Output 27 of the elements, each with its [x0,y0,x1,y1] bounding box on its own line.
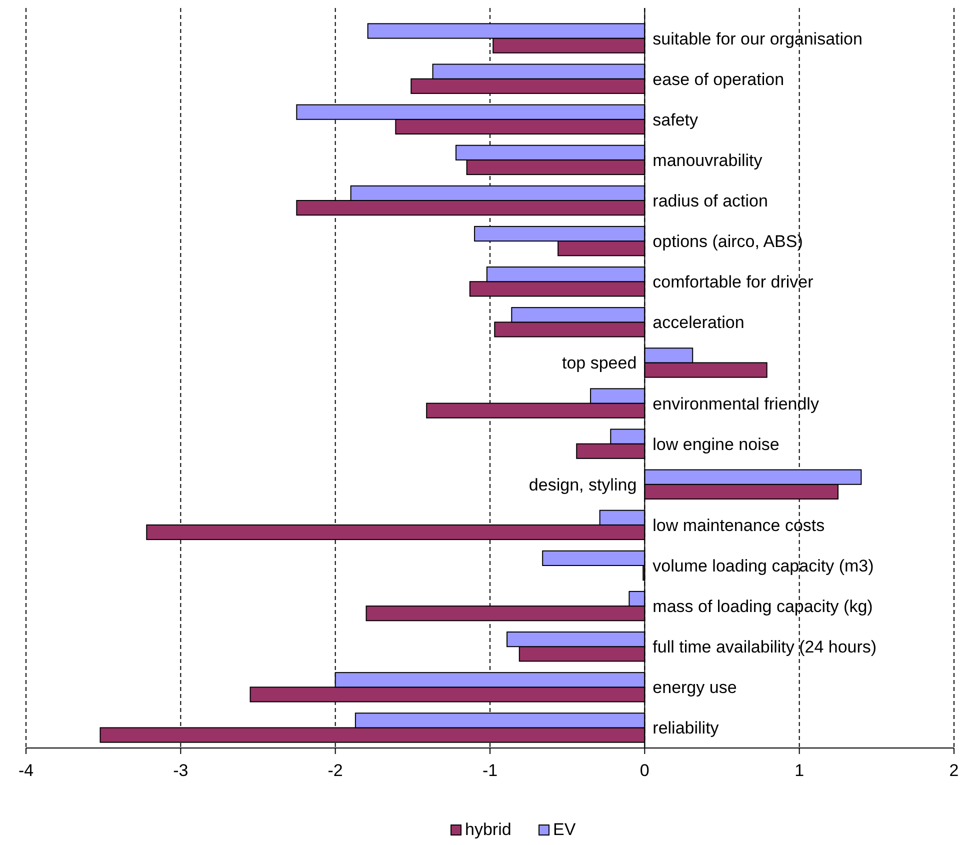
x-tick-label: -1 [482,761,498,780]
y-tick-label: design, styling [528,475,637,494]
x-tick-label: -2 [328,761,343,780]
y-tick-label: ease of operation [652,70,784,89]
y-tick-label: mass of loading capacity (kg) [652,597,873,616]
x-tick-label: -3 [173,761,188,780]
x-tick-label: -4 [18,761,34,780]
x-tick-label: 1 [794,761,804,780]
y-tick-label: options (airco, ABS) [652,232,803,252]
y-tick-label: acceleration [652,313,744,332]
legend-label: EV [553,820,576,839]
y-tick-label: environmental friendly [652,394,820,414]
y-tick-label: manouvrability [652,150,763,170]
y-tick-label: full time availability (24 hours) [652,638,877,657]
y-tick-label: suitable for our organisation [652,29,862,48]
x-tick-label: 0 [640,761,650,780]
legend-label: hybrid [465,820,512,839]
y-tick-label: low maintenance costs [652,516,825,535]
y-tick-label: safety [652,110,699,130]
x-tick-label: 2 [949,761,959,780]
y-tick-label: reliability [652,718,720,738]
y-tick-label: low engine noise [652,434,780,454]
y-tick-label: comfortable for driver [652,272,814,292]
y-tick-label: top speed [562,354,637,373]
y-tick-label: radius of action [652,192,768,210]
y-tick-label: volume loading capacity (m3) [652,556,874,576]
y-tick-label: energy use [652,678,737,698]
